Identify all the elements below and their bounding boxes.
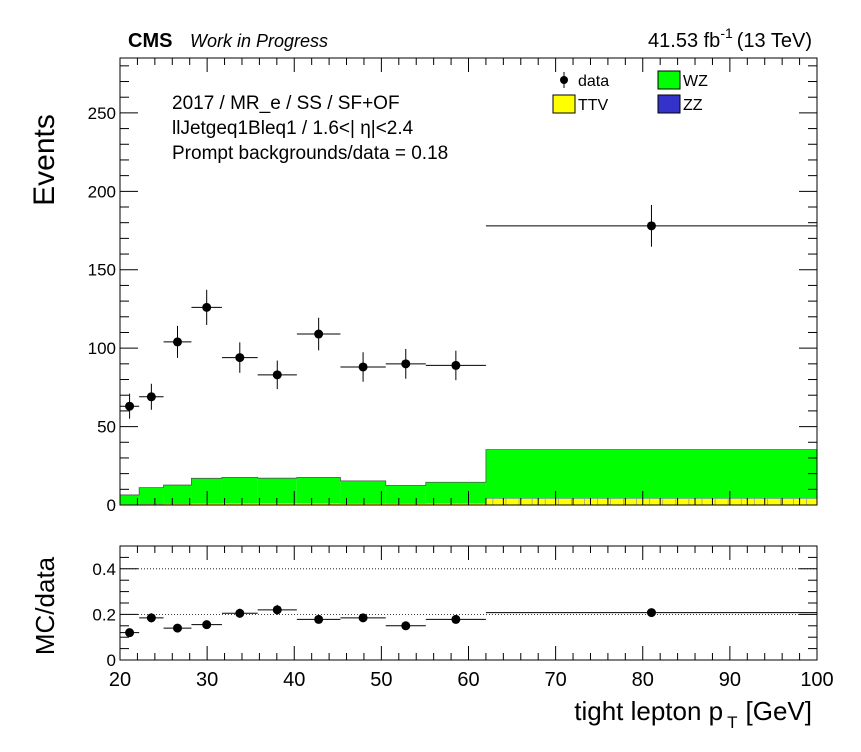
- xtick-label: 40: [283, 669, 305, 691]
- legend-data-marker: [560, 76, 568, 84]
- lumi-exponent: -1: [720, 25, 733, 41]
- data-point-8: [401, 359, 411, 369]
- top-ytick-label: 0: [107, 496, 116, 515]
- lumi-label: 41.53 fb-1 (13 TeV): [648, 25, 812, 52]
- bar-ttv-10: [485, 498, 817, 505]
- legend-wz-label: WZ: [683, 73, 708, 90]
- bottom-ytick-label: 0.4: [92, 560, 116, 579]
- data-point-1: [146, 392, 156, 402]
- ratio-point-4: [235, 608, 245, 618]
- ratio-point-6: [314, 614, 324, 624]
- ratio-point-9: [451, 614, 461, 624]
- legend-entry-data: data: [560, 72, 609, 90]
- top-y-axis-label: Events: [28, 114, 61, 206]
- info-line-3: Prompt backgrounds/data = 0.18: [172, 143, 448, 164]
- info-line-2: llJetgeq1Bleq1 / 1.6<| η|<2.4: [172, 118, 414, 139]
- bar-ttv-7: [340, 503, 386, 505]
- status-label: Work in Progress: [190, 31, 328, 51]
- bottom-ytick-label: 0: [107, 651, 116, 670]
- ratio-point-1: [146, 613, 156, 623]
- bar-wz-0: [120, 494, 140, 505]
- top-ytick-label: 200: [88, 182, 116, 201]
- bottom-panel: 0 0.2 0.4 20 30 40 50 60 70 80 90 100 MC/data tight…: [30, 545, 834, 732]
- data-point-5: [272, 370, 282, 380]
- bar-wz-4: [221, 477, 258, 504]
- data-point-9: [451, 360, 461, 370]
- ratio-point-2: [173, 623, 183, 633]
- bar-wz-9: [425, 482, 486, 504]
- info-line-1: 2017 / MR_e / SS / SF+OF: [172, 93, 400, 114]
- ratio-point-0: [125, 628, 135, 638]
- bar-wz-6: [296, 477, 341, 504]
- legend-ttv-swatch: [552, 94, 576, 114]
- bar-wz-2: [163, 485, 192, 504]
- xtick-label: 80: [632, 669, 654, 691]
- legend-zz-label: ZZ: [683, 97, 703, 114]
- top-axis-ticks: 0 50 100 150 200 250: [88, 58, 818, 515]
- ratio-point-10: [646, 608, 656, 618]
- ratio-point-5: [272, 605, 282, 615]
- xtick-label: 50: [370, 669, 392, 691]
- top-ytick-label: 50: [97, 418, 116, 437]
- data-point-6: [314, 329, 324, 339]
- bar-ttv-9: [425, 503, 486, 505]
- ratio-point-7: [358, 613, 368, 623]
- bar-wz-8: [385, 485, 426, 504]
- x-axis-label-subscript: T: [727, 713, 737, 732]
- experiment-label: CMS: [128, 30, 172, 52]
- legend-entry-wz: WZ: [657, 70, 708, 90]
- top-panel: 0 50 100 150 200 250 Events 2017 / MR_e / SS …: [28, 57, 818, 515]
- xtick-label: 60: [457, 669, 479, 691]
- legend-ttv-label: TTV: [578, 97, 609, 114]
- bar-ttv-8: [385, 503, 426, 505]
- x-axis-label: tight lepton p T [GeV]: [574, 696, 812, 732]
- lumi-energy: (13 TeV): [737, 30, 812, 52]
- xtick-label: 100: [800, 669, 833, 691]
- ratio-points: [120, 604, 817, 638]
- data-point-4: [235, 353, 245, 363]
- bar-ttv-6: [296, 503, 341, 505]
- x-axis-label-main: tight lepton p: [574, 696, 723, 726]
- data-point-7: [358, 362, 368, 372]
- bar-wz-1: [139, 487, 164, 505]
- top-ytick-label: 250: [88, 104, 116, 123]
- ratio-point-3: [202, 620, 212, 630]
- xtick-label: 30: [196, 669, 218, 691]
- stack-outline: [119, 449, 818, 505]
- top-ytick-label: 150: [88, 261, 116, 280]
- stack-bars: [119, 449, 818, 505]
- bottom-y-axis-label: MC/data: [30, 556, 60, 655]
- data-points: [120, 204, 817, 419]
- legend-data-label: data: [578, 73, 609, 90]
- bar-wz-7: [340, 480, 386, 504]
- xtick-label: 90: [719, 669, 741, 691]
- bottom-axis-ticks: 0 0.2 0.4 20 30 40 50 60 70 80 90 100: [92, 545, 834, 691]
- legend-zz-swatch: [657, 94, 681, 114]
- reference-lines: [120, 568, 817, 615]
- bottom-ytick-label: 0.2: [92, 605, 116, 624]
- data-point-10: [646, 221, 656, 231]
- lumi-value: 41.53 fb: [648, 30, 720, 52]
- legend: data WZ TTV ZZ: [552, 70, 708, 114]
- legend-entry-ttv: TTV: [552, 94, 609, 114]
- bar-wz-10: [485, 449, 817, 499]
- legend-entry-zz: ZZ: [657, 94, 703, 114]
- data-point-3: [202, 302, 212, 312]
- x-axis-label-unit: [GeV]: [746, 696, 812, 726]
- xtick-label: 70: [545, 669, 567, 691]
- xtick-label: 20: [109, 669, 131, 691]
- data-point-2: [173, 337, 183, 347]
- bottom-frame: [119, 545, 818, 661]
- ratio-point-8: [401, 621, 411, 631]
- top-ytick-label: 100: [88, 339, 116, 358]
- bar-ttv-4: [221, 503, 258, 505]
- data-point-0: [125, 401, 135, 411]
- legend-wz-swatch: [657, 70, 681, 90]
